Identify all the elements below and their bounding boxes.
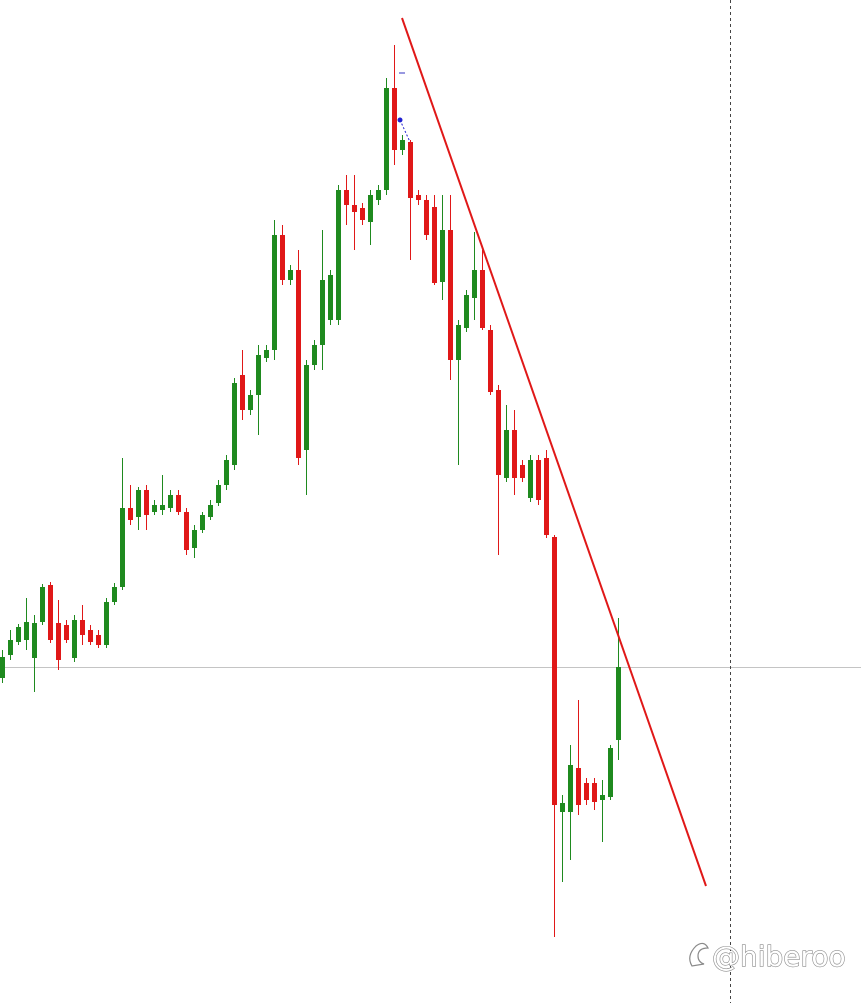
candle-body [8, 640, 13, 655]
candle-body [112, 587, 117, 602]
candle-body [464, 295, 469, 328]
candle-body [264, 350, 269, 358]
candle-body [544, 458, 549, 535]
candle-body [272, 235, 277, 350]
candle-body [224, 460, 229, 485]
candle-body [312, 345, 317, 365]
candle-body [24, 622, 29, 640]
candle-body [552, 537, 557, 805]
candle-body [384, 88, 389, 190]
candle-body [400, 140, 405, 150]
candle-body [424, 200, 429, 235]
candle-body [360, 208, 365, 220]
candle-body [528, 460, 533, 498]
candle-body [616, 667, 621, 740]
candle-body [120, 508, 125, 587]
candle-body [56, 623, 61, 660]
candle-body [280, 235, 285, 280]
candle-body [64, 625, 69, 640]
candle-body [592, 783, 597, 802]
trade-link [399, 119, 411, 143]
candle-body [184, 512, 189, 550]
candle-body [600, 795, 605, 800]
candle-body [96, 635, 101, 645]
candle-body [304, 365, 309, 450]
candle-body [584, 783, 589, 800]
candle-body [48, 585, 53, 640]
candle-body [128, 508, 133, 520]
candle-body [440, 230, 445, 282]
candle-body [88, 630, 93, 642]
candle-body [200, 515, 205, 530]
candle-body [256, 355, 261, 395]
candle-body [504, 430, 509, 478]
candle-body [168, 495, 173, 508]
candle-body [176, 495, 181, 512]
candle-body [408, 142, 413, 198]
candle-body [576, 768, 581, 805]
candle-body [136, 490, 141, 517]
candle-body [368, 195, 373, 222]
candle-body [144, 490, 149, 515]
candle-body [232, 383, 237, 465]
candle-body [248, 395, 253, 410]
candle-body [320, 280, 325, 345]
candle-body [296, 270, 301, 458]
candle-body [456, 325, 461, 360]
candle-body [336, 190, 341, 320]
candle-body [392, 88, 397, 150]
candle-body [560, 803, 565, 812]
candle-body [240, 375, 245, 410]
candle-body [72, 620, 77, 658]
candle-body [496, 390, 501, 475]
candle-body [472, 270, 477, 298]
candle-body [216, 485, 221, 503]
candle-body [0, 657, 5, 678]
candle-body [432, 207, 437, 283]
candle-body [520, 465, 525, 478]
candle-body [160, 505, 165, 510]
candle-body [608, 748, 613, 797]
candle-body [32, 623, 37, 658]
candle-body [480, 270, 485, 328]
trend-line [401, 17, 707, 887]
candle-body [536, 460, 541, 500]
candle-body [104, 602, 109, 645]
candle-body [192, 530, 197, 548]
candle-body [16, 627, 21, 642]
watermark-logo [689, 942, 709, 967]
candle-body [512, 430, 517, 478]
candle-body [488, 330, 493, 392]
candle-body [344, 190, 349, 205]
candle-body [288, 270, 293, 280]
candle-body [376, 190, 381, 200]
candle-body [40, 587, 45, 622]
watermark: @hiberoo [712, 940, 846, 973]
candle-body [80, 620, 85, 635]
candle-body [448, 230, 453, 360]
candle-body [152, 505, 157, 512]
candle-body [352, 205, 357, 212]
candles [0, 45, 621, 937]
candle-body [328, 275, 333, 320]
candle-body [208, 505, 213, 517]
candle-body [416, 195, 421, 200]
candle-body [568, 765, 573, 812]
